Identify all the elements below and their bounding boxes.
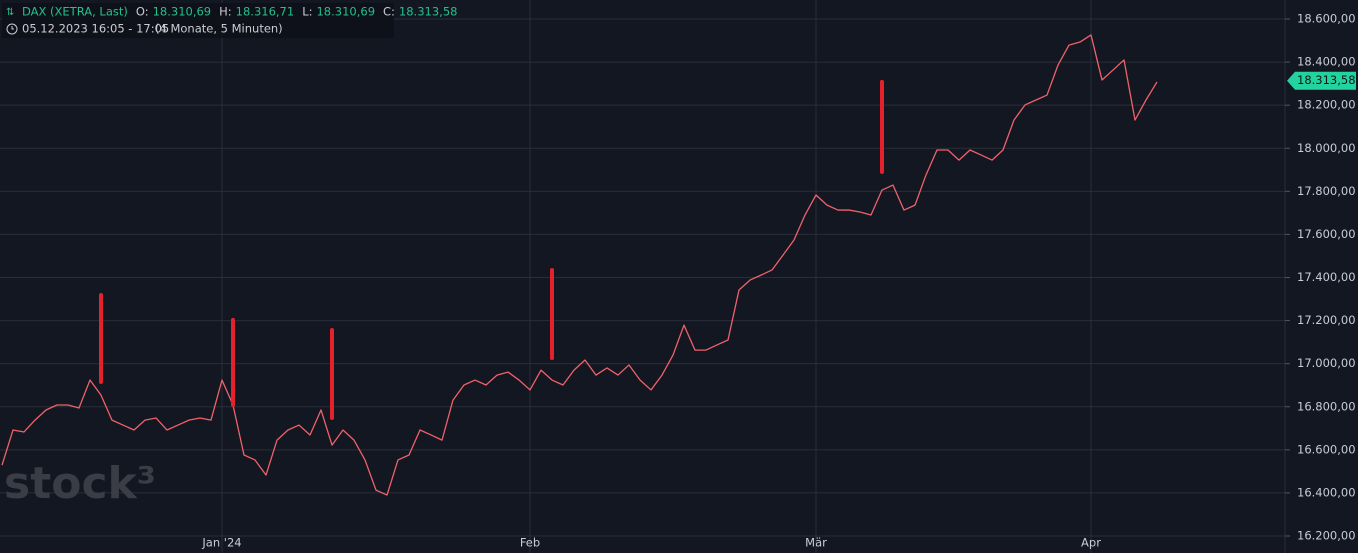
y-tick-label: 16.400,00 [1297,485,1356,499]
last-price-label: 18.313,58 [1297,73,1356,87]
price-line [1,34,1158,496]
clock-icon [6,23,18,35]
y-tick-label: 17.200,00 [1297,313,1356,327]
ohlc-value: 18.316,71 [236,5,295,19]
y-tick-label: 16.600,00 [1297,442,1356,456]
header-box [2,3,394,38]
y-tick-label: 17.400,00 [1297,270,1356,284]
y-tick-label: 17.600,00 [1297,227,1356,241]
x-tick-label: Mär [805,536,827,550]
grid [0,0,1285,553]
ohlc-value: 18.310,69 [153,5,212,19]
ohlc-key: O: [136,5,149,19]
x-tick-label: Apr [1081,536,1101,550]
period: (4 Monate, 5 Minuten) [155,22,283,36]
y-tick-label: 18.200,00 [1297,98,1356,112]
x-tick-label: Jan '24 [201,536,241,550]
y-tick-label: 17.000,00 [1297,356,1356,370]
clock-hands [11,26,14,30]
ohlc-value: 18.313,58 [399,5,458,19]
y-tick-label: 16.200,00 [1297,529,1356,543]
y-tick-label: 17.800,00 [1297,184,1356,198]
watermark: stock³ [4,458,156,509]
y-tick-label: 18.000,00 [1297,141,1356,155]
ohlc-key: H: [219,5,232,19]
ohlc-value: 18.310,69 [316,5,375,19]
time-range: 05.12.2023 16:05 - 17:05 [22,22,169,36]
y-tick-label: 18.400,00 [1297,55,1356,69]
instrument-name: DAX (XETRA, Last) [22,5,128,19]
x-tick-label: Feb [520,536,540,550]
y-tick-label: 18.600,00 [1297,12,1356,26]
last-price-tag [1287,71,1356,90]
y-tick-label: 16.800,00 [1297,399,1356,413]
header-icon: ⇅ [6,7,14,18]
ohlc-key: L: [302,5,312,19]
ohlc-key: C: [383,5,395,19]
